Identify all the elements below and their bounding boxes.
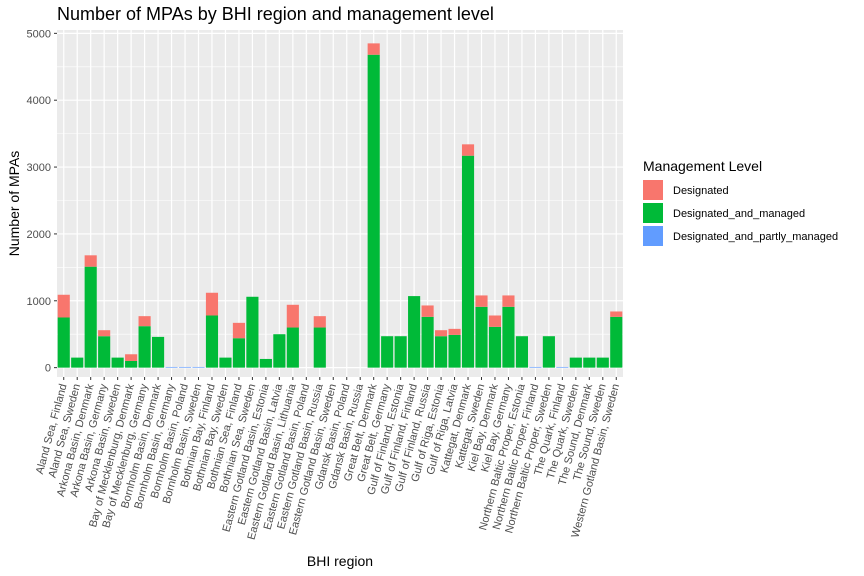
bar-segment bbox=[84, 266, 97, 368]
bar-segment bbox=[569, 357, 582, 368]
bar-segment bbox=[502, 306, 515, 368]
chart-title: Number of MPAs by BHI region and managem… bbox=[57, 4, 494, 24]
bar-segment bbox=[192, 366, 205, 368]
bar-segment bbox=[205, 292, 219, 316]
bar-segment bbox=[232, 338, 245, 368]
legend-label: Designated bbox=[673, 185, 729, 197]
bar-segment bbox=[313, 316, 326, 328]
bar-segment bbox=[515, 336, 528, 368]
y-tick-label: 2000 bbox=[27, 229, 51, 241]
bar-segment bbox=[435, 330, 448, 337]
bar-segment bbox=[286, 327, 299, 368]
plot-panel bbox=[57, 30, 623, 377]
bar-segment bbox=[381, 336, 394, 368]
bar-segment bbox=[57, 317, 70, 368]
legend-swatch bbox=[643, 226, 663, 246]
bar-segment bbox=[286, 304, 299, 328]
bar-segment bbox=[448, 328, 461, 335]
bar-segment bbox=[138, 326, 151, 368]
bar-segment bbox=[488, 315, 502, 327]
bar-segment bbox=[111, 357, 124, 368]
bar-segment bbox=[421, 305, 434, 317]
x-axis-title: BHI region bbox=[307, 553, 373, 569]
bar-segment bbox=[71, 357, 84, 368]
bar-segment bbox=[178, 366, 192, 368]
bar-segment bbox=[448, 334, 461, 368]
legend-title: Management Level bbox=[643, 158, 762, 174]
bar-segment bbox=[421, 316, 434, 368]
bar-segment bbox=[232, 322, 245, 339]
bar-segment bbox=[367, 54, 380, 368]
bar-segment bbox=[57, 294, 70, 318]
bar-segment bbox=[205, 315, 219, 368]
legend-swatch bbox=[643, 203, 663, 223]
bar-segment bbox=[219, 357, 232, 368]
bar-segment bbox=[98, 330, 111, 337]
bar-segment bbox=[529, 366, 542, 368]
y-tick-label: 1000 bbox=[27, 296, 51, 308]
y-tick-label: 3000 bbox=[27, 162, 51, 174]
bar-segment bbox=[165, 366, 178, 368]
legend: Management Level Designated Designated_an… bbox=[643, 158, 838, 246]
bar-segment bbox=[596, 357, 609, 368]
bar-segment bbox=[98, 336, 111, 368]
bar-segment bbox=[461, 155, 475, 368]
bar-segment bbox=[313, 327, 326, 368]
y-tick-label: 4000 bbox=[27, 95, 51, 107]
bars bbox=[57, 43, 623, 368]
y-axis-title: Number of MPAs bbox=[6, 151, 22, 257]
bar-segment bbox=[475, 295, 488, 307]
bar-segment bbox=[259, 358, 272, 368]
bar-segment bbox=[610, 316, 623, 368]
bar-segment bbox=[610, 311, 623, 317]
bar-segment bbox=[367, 43, 380, 55]
y-tick-label: 5000 bbox=[27, 28, 51, 40]
bar-segment bbox=[435, 336, 448, 368]
bar-segment bbox=[502, 295, 515, 307]
legend-label: Designated_and_partly_managed bbox=[673, 231, 838, 243]
bar-segment bbox=[461, 144, 475, 156]
bar-segment bbox=[394, 336, 407, 368]
legend-label: Designated_and_managed bbox=[673, 208, 805, 220]
bar-segment bbox=[246, 296, 259, 368]
bar-segment bbox=[138, 316, 151, 327]
y-axis-ticks: 0 1000 2000 3000 4000 5000 bbox=[27, 28, 57, 375]
bar-segment bbox=[84, 255, 97, 267]
bar-segment bbox=[408, 296, 421, 368]
bar-segment bbox=[475, 306, 488, 368]
legend-swatch bbox=[643, 180, 663, 200]
bar-segment bbox=[583, 357, 596, 368]
bar-segment bbox=[125, 360, 138, 368]
bar-segment bbox=[125, 354, 138, 361]
bar-segment bbox=[273, 334, 286, 368]
bar-segment bbox=[556, 366, 569, 368]
bar-segment bbox=[152, 336, 165, 368]
bar-segment bbox=[542, 336, 555, 368]
y-tick-label: 0 bbox=[45, 363, 51, 375]
bar-segment bbox=[488, 326, 502, 368]
